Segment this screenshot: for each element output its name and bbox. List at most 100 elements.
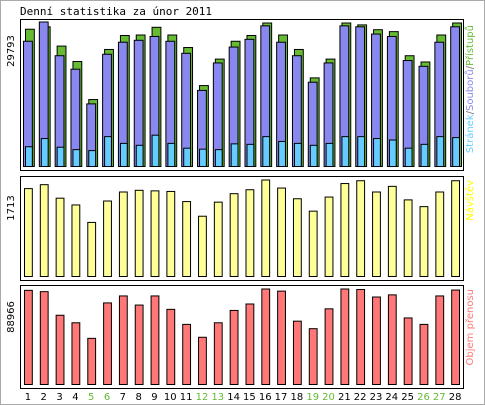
legend: Stránek/Souborů/Přístupů: [464, 25, 476, 153]
bar-volume-day-28: [451, 289, 460, 386]
x-tick-label-day-23: 23: [370, 392, 383, 403]
bar-volume-day-26: [419, 323, 429, 385]
x-tick-label-day-24: 24: [385, 392, 398, 403]
bar-pages-day-14: [230, 143, 239, 168]
legend: Návštěv: [464, 180, 476, 221]
bar-visits-day-28: [451, 180, 460, 278]
x-tick-label-day-13: 13: [211, 392, 224, 403]
x-tick-label-day-26: 26: [417, 392, 430, 403]
bar-visits-day-22: [356, 180, 366, 278]
panel-volume: 88966 Objem přenosu: [6, 285, 476, 389]
bar-visits-day-10: [166, 190, 176, 278]
bar-pages-day-8: [135, 144, 144, 167]
bar-pages-day-2: [40, 138, 49, 167]
bar-pages-day-22: [357, 136, 366, 168]
y-tick-label: 1713: [6, 195, 17, 220]
bar-volume-day-22: [356, 289, 366, 385]
bar-pages-day-4: [72, 149, 81, 167]
bar-visits-day-16: [261, 179, 271, 277]
x-tick-label-day-22: 22: [354, 392, 367, 403]
bar-volume-day-11: [182, 323, 192, 385]
legend-entry: /: [465, 65, 476, 69]
legend-entry: Objem přenosu: [464, 289, 476, 365]
bar-visits-day-7: [118, 191, 128, 278]
bar-volume-day-1: [24, 289, 33, 385]
bar-volume-day-13: [213, 322, 223, 385]
bar-volume-day-14: [229, 309, 239, 385]
x-tick-label-day-21: 21: [338, 392, 351, 403]
bar-volume-day-7: [118, 295, 128, 385]
bar-pages-day-10: [167, 142, 176, 168]
bar-volume-day-10: [166, 308, 176, 386]
bar-visits-day-17: [277, 187, 286, 278]
bar-pages-day-21: [341, 136, 350, 168]
x-tick-label-day-28: 28: [449, 392, 462, 403]
legend-entry: Stránek: [464, 114, 476, 153]
bar-pages-day-25: [404, 147, 413, 167]
bar-visits-day-3: [55, 197, 65, 278]
bar-volume-day-3: [55, 314, 65, 385]
bar-pages-day-16: [262, 136, 271, 168]
chart-title: Denní statistika za únor 2011: [20, 5, 212, 18]
panel-visits: 1713 Návštěv: [6, 176, 476, 281]
bar-visits-day-26: [419, 206, 429, 278]
bar-volume-day-5: [87, 337, 97, 385]
x-tick-label-day-20: 20: [322, 392, 335, 403]
bar-visits-day-1: [24, 188, 33, 278]
x-tick-label-day-17: 17: [275, 392, 288, 403]
x-tick-label-day-4: 4: [72, 392, 78, 403]
bar-visits-day-19: [308, 210, 318, 277]
bar-visits-day-6: [103, 200, 112, 278]
x-tick-label-day-18: 18: [291, 392, 304, 403]
legend: Objem přenosu: [464, 289, 476, 365]
bar-volume-day-27: [435, 295, 445, 385]
bar-pages-day-26: [420, 143, 429, 168]
x-tick-label-day-12: 12: [196, 392, 209, 403]
bar-volume-day-20: [324, 308, 334, 385]
x-tick-label-day-7: 7: [120, 392, 126, 403]
bar-pages-day-23: [373, 138, 381, 167]
bar-visits-day-25: [403, 199, 413, 278]
bar-volume-day-6: [103, 302, 112, 385]
x-tick-label-day-15: 15: [243, 392, 256, 403]
x-tick-label-day-1: 1: [25, 392, 31, 403]
x-tick-label-day-11: 11: [180, 392, 193, 403]
bar-pages-day-5: [88, 150, 97, 168]
bar-volume-day-21: [340, 288, 350, 385]
bar-visits-day-21: [340, 183, 350, 278]
bar-visits-day-2: [39, 184, 49, 278]
bar-volume-day-24: [387, 294, 397, 385]
bar-visits-day-27: [435, 191, 445, 278]
x-tick-label-day-9: 9: [151, 392, 157, 403]
bar-pages-day-18: [293, 142, 302, 168]
bar-volume-day-17: [277, 290, 286, 385]
bar-visits-day-4: [71, 204, 81, 278]
bar-pages-day-9: [151, 134, 160, 167]
bar-volume-day-25: [403, 317, 413, 385]
y-tick-label: 29793: [6, 35, 17, 67]
x-tick-label-day-14: 14: [227, 392, 240, 403]
bar-pages-day-27: [436, 136, 445, 168]
x-tick-label-day-2: 2: [41, 392, 47, 403]
bar-pages-day-20: [325, 142, 334, 168]
bar-pages-day-1: [25, 146, 33, 168]
bar-pages-day-7: [119, 142, 128, 168]
bar-visits-day-13: [213, 201, 223, 278]
bar-visits-day-12: [198, 215, 207, 277]
legend-entry: Přístupů: [464, 25, 476, 66]
bar-pages-day-6: [104, 136, 112, 168]
bar-volume-day-12: [198, 336, 207, 385]
bar-volume-day-18: [292, 320, 302, 385]
bar-pages-day-3: [56, 146, 65, 168]
bar-volume-day-15: [245, 303, 255, 386]
x-tick-label-day-10: 10: [164, 392, 177, 403]
bar-visits-day-11: [182, 201, 192, 278]
x-tick-label-day-27: 27: [433, 392, 446, 403]
bar-visits-day-5: [87, 221, 97, 277]
x-tick-label-day-5: 5: [88, 392, 94, 403]
legend-entry: Návštěv: [464, 180, 476, 221]
x-tick-label-day-25: 25: [401, 392, 414, 403]
bar-volume-day-4: [71, 322, 81, 385]
